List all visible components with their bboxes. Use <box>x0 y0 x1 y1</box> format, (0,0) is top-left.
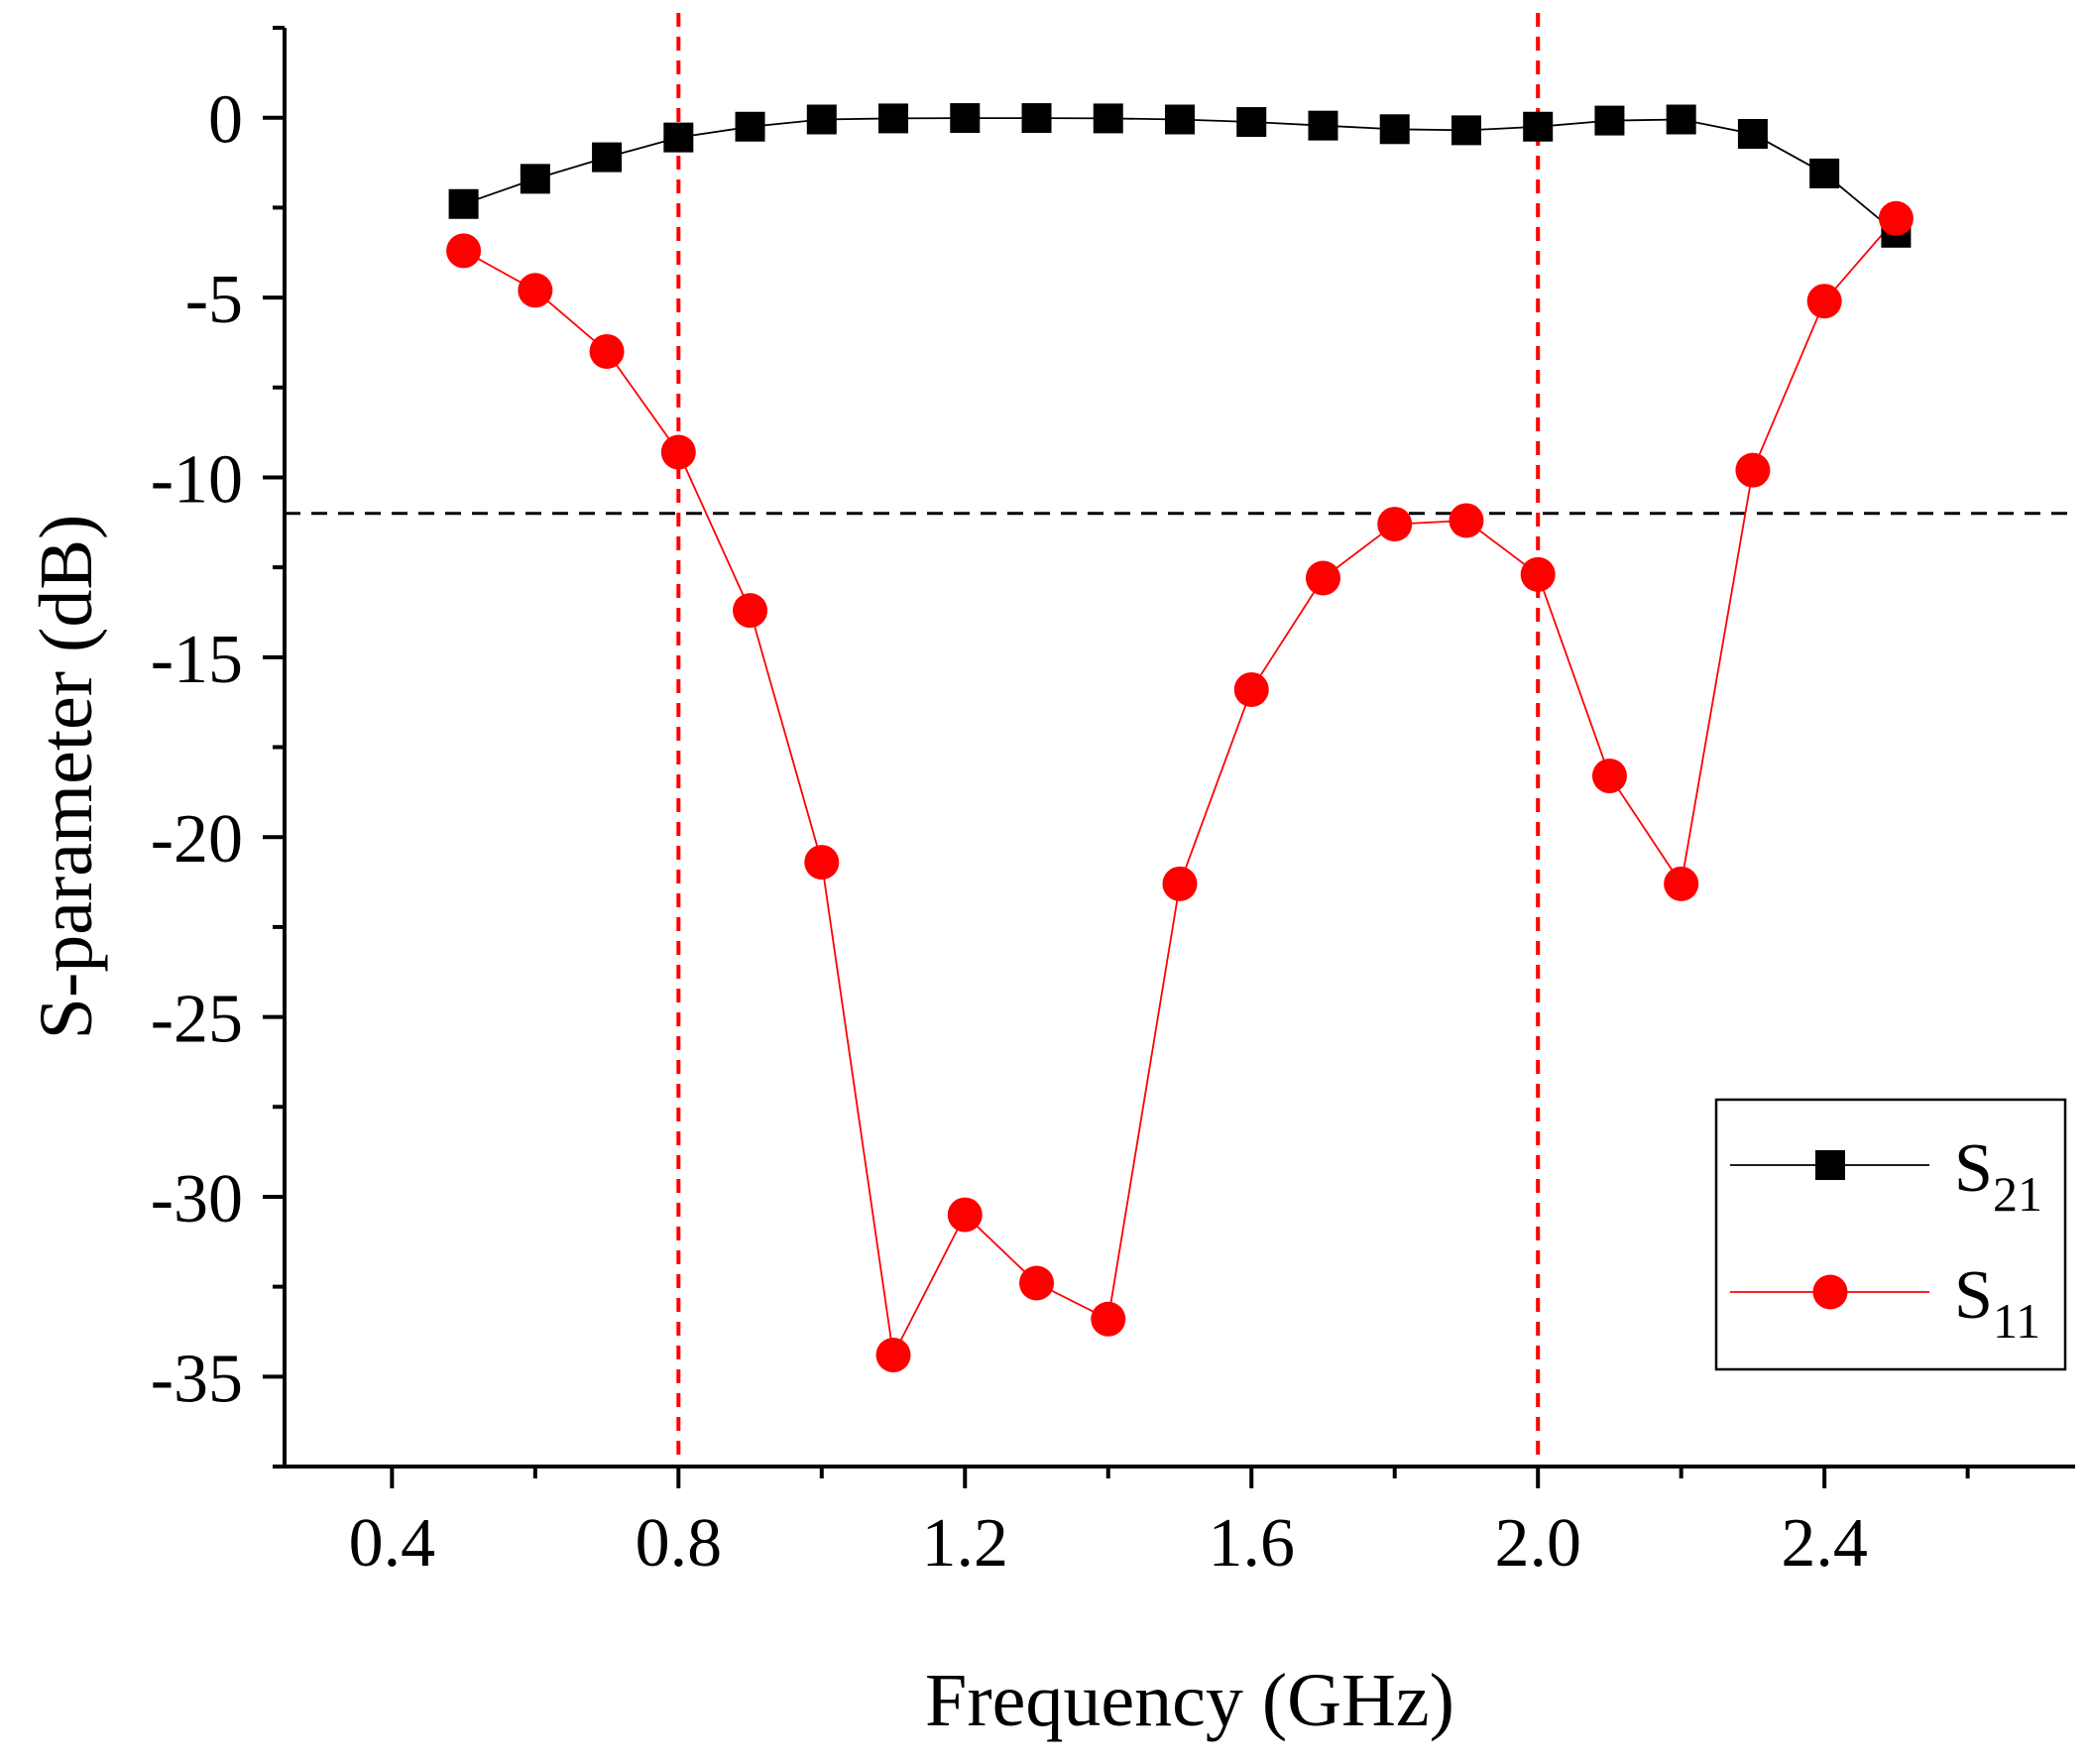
s11-point <box>1520 556 1556 592</box>
s11-point <box>1305 560 1340 596</box>
s21-point <box>520 164 550 194</box>
x-axis-title: Frequency (GHz) <box>925 1659 1454 1742</box>
series-markers <box>446 103 1914 1373</box>
ticks <box>263 26 1970 1488</box>
s21-point <box>1809 158 1840 188</box>
legend-marker-square <box>1815 1150 1845 1180</box>
s11-point <box>875 1338 911 1373</box>
s21-point <box>448 188 479 219</box>
x-tick-label: 0.8 <box>636 1505 723 1582</box>
s21-point <box>663 122 694 153</box>
s21-point <box>806 104 837 135</box>
s21-point <box>1093 103 1123 134</box>
y-tick-label: -30 <box>151 1161 243 1237</box>
s11-point <box>518 273 553 308</box>
x-tick-label: 0.4 <box>349 1505 436 1582</box>
y-tick-label: -5 <box>185 262 243 338</box>
x-tick-label: 2.0 <box>1494 1505 1581 1582</box>
s21-point <box>592 142 623 173</box>
s21-point <box>1236 107 1267 138</box>
x-tick-label: 2.4 <box>1781 1505 1868 1582</box>
legend-box <box>1714 1098 2067 1371</box>
legend-label-subscript: 21 <box>1993 1166 2042 1222</box>
y-tick-label: -15 <box>151 622 243 698</box>
s21-point <box>1308 110 1338 141</box>
legend-label-subscript: 11 <box>1993 1293 2040 1349</box>
s11-point <box>1091 1301 1126 1337</box>
tick-labels: 0.4 0.8 1.2 1.6 2.0 2.4 0 -5 -10 -15 -20 -25 -30 -35 <box>151 82 1868 1582</box>
x-tick-label: 1.6 <box>1208 1505 1295 1582</box>
s21-point <box>1594 105 1625 136</box>
y-tick-label: -35 <box>151 1341 243 1417</box>
y-axis-title: S-parameter (dB) <box>25 515 108 1040</box>
y-tick-label: -20 <box>151 801 243 878</box>
s11-point <box>589 333 625 369</box>
s11-point <box>1735 452 1771 488</box>
s11-point <box>1019 1265 1055 1301</box>
y-tick-label: -10 <box>151 441 243 518</box>
s21-point <box>878 103 909 134</box>
s11-point <box>660 434 696 470</box>
s11-point <box>1591 759 1627 794</box>
s21-point <box>1021 103 1052 134</box>
s11-point <box>1162 866 1198 901</box>
s11-point <box>1878 200 1914 236</box>
x-tick-label: 1.2 <box>922 1505 1009 1582</box>
s11-point <box>804 845 840 881</box>
s11-point <box>1449 503 1484 538</box>
y-tick-label: -25 <box>151 982 243 1058</box>
s11-point <box>1377 507 1413 542</box>
s21-point <box>1379 114 1410 145</box>
y-tick-label: 0 <box>208 82 243 159</box>
s11-point <box>1806 284 1842 319</box>
s21-point <box>1165 104 1195 135</box>
reference-lines <box>285 13 2075 1467</box>
legend-marker-circle <box>1812 1274 1848 1310</box>
s21-point <box>735 111 765 142</box>
s21-point <box>1451 115 1481 146</box>
s21-point <box>1737 119 1768 150</box>
s11-point <box>446 233 482 269</box>
s11-point <box>947 1197 983 1233</box>
s21-point <box>1523 111 1554 142</box>
s21-point <box>950 103 981 134</box>
s11-point <box>1233 671 1269 707</box>
s11-point <box>733 593 768 629</box>
s21-point <box>1666 104 1696 135</box>
s11-point <box>1664 866 1699 901</box>
